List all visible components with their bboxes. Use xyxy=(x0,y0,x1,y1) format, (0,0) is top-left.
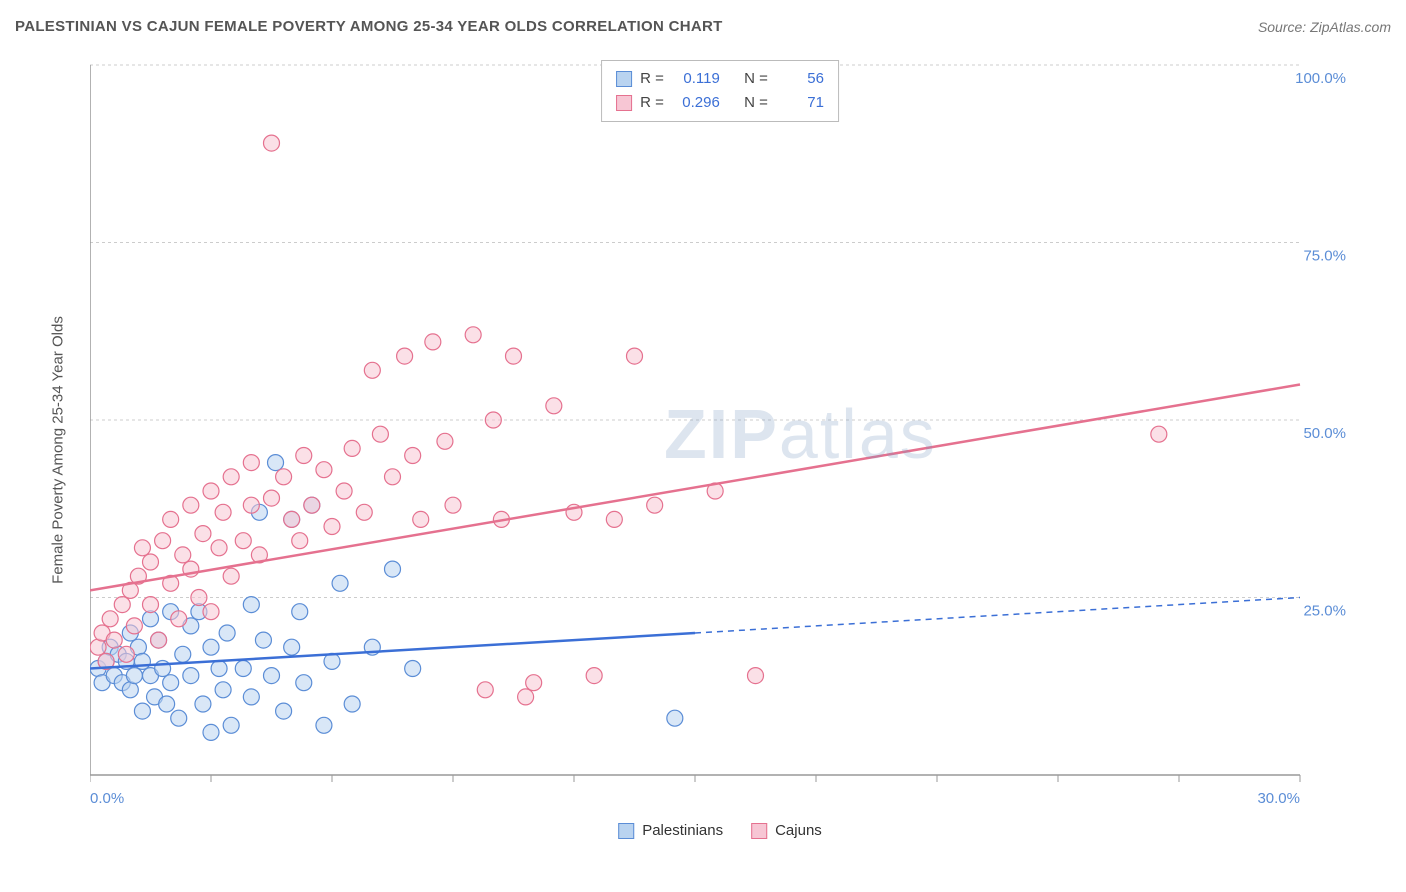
legend-label: Cajuns xyxy=(775,822,822,839)
legend-item: Palestinians xyxy=(618,822,723,839)
svg-text:100.0%: 100.0% xyxy=(1295,70,1346,87)
n-label: N = xyxy=(744,67,768,91)
stats-box: R = 0.119 N = 56 R = 0.296 N = 71 xyxy=(601,60,839,122)
r-label: R = xyxy=(640,91,664,115)
swatch-icon xyxy=(616,71,632,87)
swatch-icon xyxy=(618,823,634,839)
stat-row: R = 0.119 N = 56 xyxy=(616,67,824,91)
source-label: Source: ZipAtlas.com xyxy=(1258,19,1391,35)
svg-text:75.0%: 75.0% xyxy=(1303,248,1346,265)
svg-text:0.0%: 0.0% xyxy=(90,790,124,807)
scatter-plot: 25.0% 50.0% 75.0% 100.0% 0.0% 30.0% xyxy=(90,55,1350,825)
legend-label: Palestinians xyxy=(642,822,723,839)
legend-item: Cajuns xyxy=(751,822,822,839)
n-value: 71 xyxy=(776,91,824,115)
r-label: R = xyxy=(640,67,664,91)
n-value: 56 xyxy=(776,67,824,91)
r-value: 0.296 xyxy=(672,91,720,115)
svg-text:50.0%: 50.0% xyxy=(1303,425,1346,442)
svg-text:30.0%: 30.0% xyxy=(1257,790,1300,807)
chart-title: PALESTINIAN VS CAJUN FEMALE POVERTY AMON… xyxy=(15,18,723,35)
n-label: N = xyxy=(744,91,768,115)
chart-area: Female Poverty Among 25-34 Year Olds 25.… xyxy=(50,55,1390,845)
y-axis-label: Female Poverty Among 25-34 Year Olds xyxy=(50,316,67,584)
swatch-icon xyxy=(751,823,767,839)
bottom-legend: Palestinians Cajuns xyxy=(618,822,822,839)
stat-row: R = 0.296 N = 71 xyxy=(616,91,824,115)
swatch-icon xyxy=(616,95,632,111)
svg-text:25.0%: 25.0% xyxy=(1303,603,1346,620)
r-value: 0.119 xyxy=(672,67,720,91)
